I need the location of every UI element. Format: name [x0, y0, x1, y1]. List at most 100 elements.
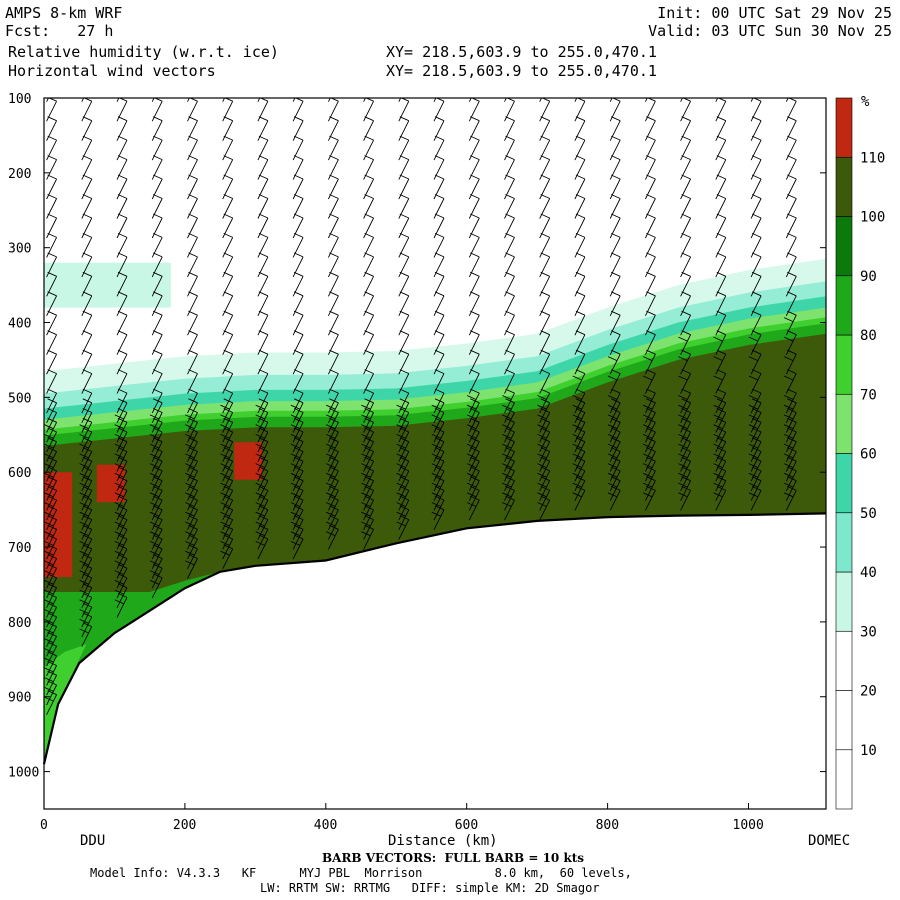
wind-barb [715, 174, 727, 200]
wind-barb [222, 252, 234, 278]
wind-barb [363, 213, 375, 239]
wind-barb [46, 116, 58, 141]
colorbar-label: 70 [860, 387, 877, 403]
wind-barb [116, 98, 128, 122]
wind-barb [44, 680, 58, 706]
wind-barb [255, 456, 269, 482]
wind-barb [290, 408, 304, 433]
wind-barb [185, 544, 198, 570]
wind-barb [79, 417, 93, 443]
x-tick-label: 400 [314, 818, 337, 833]
wind-barb [504, 330, 515, 355]
wind-barb [290, 534, 304, 560]
wind-barb [326, 524, 339, 550]
wind-barb [220, 485, 234, 511]
wind-barb [504, 155, 515, 180]
wind-barb [398, 330, 410, 355]
model-info: Model Info: V4.3.3 KF MYJ PBL Morrison 8… [90, 866, 632, 880]
wind-barb [748, 437, 762, 462]
wind-barb [466, 388, 480, 414]
wind-barb [44, 456, 58, 482]
wind-barb [398, 194, 410, 219]
wind-barb [398, 369, 410, 394]
wind-barb [151, 135, 163, 161]
cross-section-coords-2: XY= 218.5,603.9 to 255.0,470.1 [386, 62, 657, 80]
wind-barb [574, 330, 586, 355]
wind-barb [220, 408, 234, 433]
wind-barb [81, 194, 93, 219]
wind-barb [114, 544, 128, 570]
wind-barb [433, 98, 445, 122]
y-tick-label: 600 [8, 466, 31, 481]
wind-barb [398, 98, 410, 122]
wind-barb [116, 232, 128, 258]
wind-barb [572, 485, 586, 511]
wind-barb [255, 427, 269, 453]
wind-barb [680, 232, 692, 258]
wind-barb [290, 417, 304, 443]
wind-barb [187, 194, 198, 219]
wind-barb [574, 155, 586, 180]
wind-barb [539, 116, 551, 141]
wind-barb [290, 398, 304, 424]
wind-barb [504, 135, 515, 161]
wind-barb [187, 98, 198, 122]
wind-barb [44, 690, 58, 715]
boundary-layer-moist-region [44, 333, 826, 765]
wind-barb [574, 194, 586, 219]
wind-barb [257, 155, 269, 180]
wind-barb [466, 466, 480, 492]
wind-barb [46, 194, 58, 219]
wind-barb [361, 495, 375, 521]
wind-barb [644, 271, 656, 297]
wind-barb [46, 213, 58, 239]
wind-barb [187, 155, 198, 180]
wind-barb [785, 194, 797, 219]
wind-barb [609, 174, 621, 200]
wind-barb [149, 466, 163, 492]
wind-barb [361, 427, 375, 453]
wind-barb [539, 271, 551, 297]
wind-barb [607, 476, 621, 501]
wind-barb [79, 554, 93, 579]
wind-barb [466, 427, 480, 453]
wind-barb [81, 388, 93, 414]
x-tick-label: 600 [455, 818, 478, 833]
wind-barb [116, 349, 128, 375]
wind-barb [433, 194, 445, 219]
wind-barb [713, 485, 727, 511]
wind-barb [748, 447, 762, 472]
x-axis-label: Distance (km) [388, 833, 498, 849]
barb-legend-note: BARB VECTORS: FULL BARB = 10 kts [322, 851, 585, 865]
wind-barb [79, 573, 93, 599]
wind-barb [715, 252, 727, 278]
wind-barb [748, 456, 762, 482]
wind-barb [327, 232, 339, 258]
wind-barb [327, 155, 339, 180]
wind-barb [607, 447, 621, 472]
wind-barb [292, 388, 304, 414]
wind-barb [783, 330, 797, 355]
wind-barb [151, 369, 163, 394]
slope-green-zone [44, 571, 221, 765]
wind-barb [504, 271, 515, 297]
wind-barb [81, 408, 93, 433]
wind-barb [468, 194, 480, 219]
wind-barb [396, 417, 410, 443]
wind-barb [609, 194, 621, 219]
wind-barb [715, 194, 727, 219]
wind-barb [750, 98, 762, 122]
wind-barb [678, 330, 692, 355]
wind-barb [783, 437, 797, 462]
wind-barb [361, 398, 375, 424]
wind-barb [785, 213, 797, 239]
wind-barb [292, 135, 304, 161]
wind-barb [680, 310, 692, 336]
wind-barb [79, 583, 93, 608]
wind-barb [185, 515, 198, 540]
wind-barb [114, 417, 128, 443]
wind-barb [715, 98, 727, 122]
wind-barb [114, 592, 128, 618]
wind-barb [222, 194, 234, 219]
wind-barb [149, 573, 163, 599]
